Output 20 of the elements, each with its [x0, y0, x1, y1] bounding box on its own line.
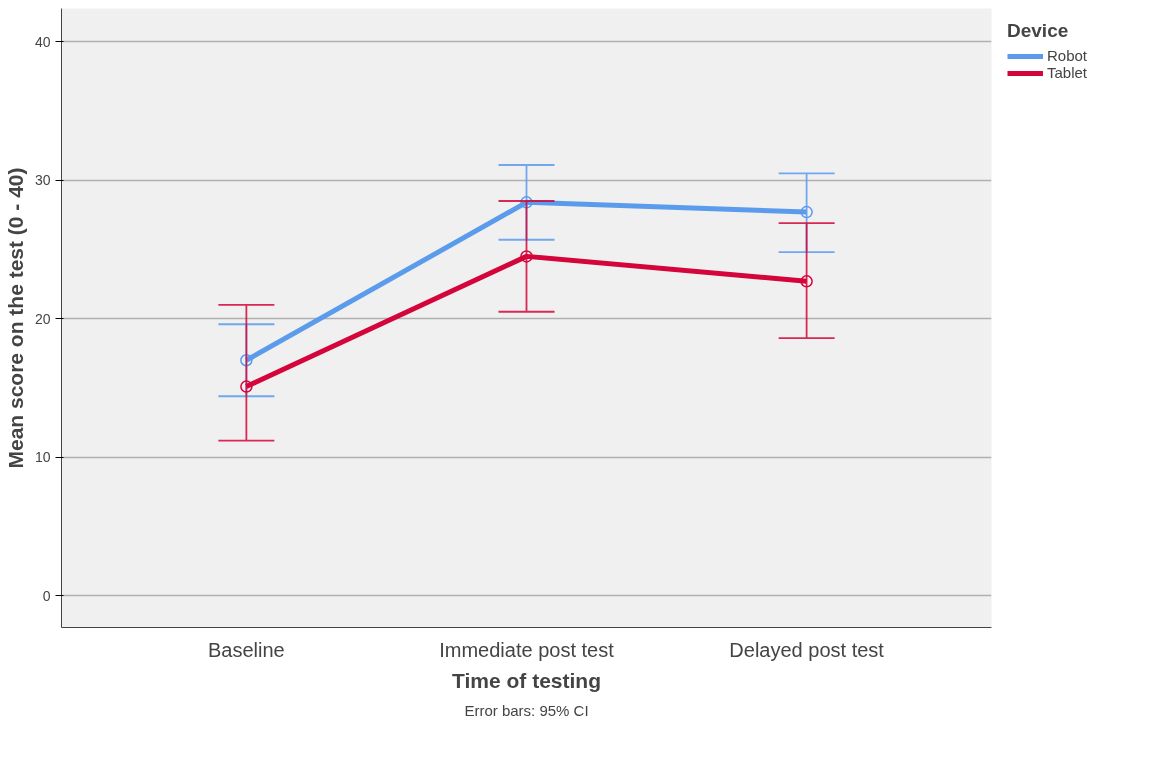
text: Error bars: 95% CI [464, 701, 589, 719]
y-axis-title: Mean score on the test (0 - 40) [3, 167, 27, 469]
legend-label: Tablet [1047, 64, 1088, 81]
point [800, 205, 813, 219]
legend-label: Robot [1047, 47, 1088, 64]
point [240, 354, 253, 367]
point [800, 275, 813, 288]
y-tick-label: 0 [42, 587, 51, 604]
y-tick-label: 40 [34, 33, 51, 50]
x-tick-label: Baseline [208, 638, 285, 661]
x-axis-title: Time of testing [452, 668, 601, 692]
legend-title: Device [1007, 20, 1070, 42]
y-tick-label: 20 [34, 310, 51, 327]
point [520, 250, 533, 263]
y-tick-label: 30 [34, 172, 51, 189]
x-tick-label: Immediate post test [439, 638, 615, 661]
y-tick-label: 10 [34, 449, 51, 466]
point [240, 380, 253, 393]
x-tick-label: Delayed post test [729, 638, 885, 661]
point [520, 196, 533, 209]
